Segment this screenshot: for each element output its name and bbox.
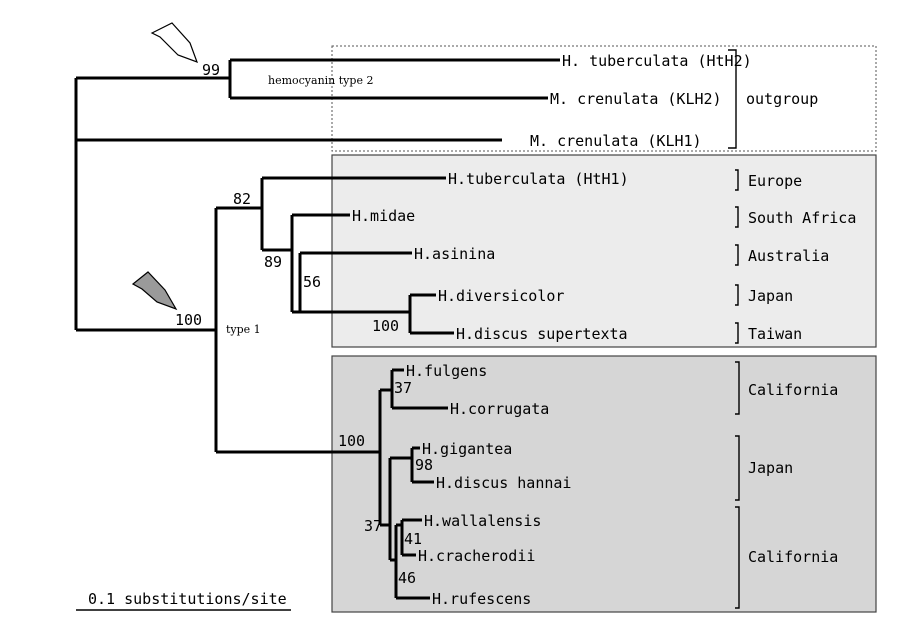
asinina-node bbox=[298, 251, 412, 314]
bracket-australia bbox=[735, 244, 739, 266]
taxon-cracherodii: H.cracherodii bbox=[418, 547, 535, 565]
bracket-south-africa bbox=[735, 206, 739, 228]
taxon-hth1: H.tuberculata (HtH1) bbox=[448, 170, 629, 188]
bootstrap-wallalensis-node: 41 bbox=[404, 530, 422, 548]
bootstrap-japan-taiwan-node: 100 bbox=[372, 317, 399, 335]
type1-lower-clade-box bbox=[331, 355, 877, 613]
taxon-rufescens: H.rufescens bbox=[432, 590, 531, 608]
tree-branches bbox=[74, 58, 560, 600]
taxon-klh2: M. crenulata (KLH2) bbox=[550, 90, 722, 108]
bootstrap-gigantea-node: 98 bbox=[415, 456, 433, 474]
bracket-japan-upper bbox=[735, 284, 739, 306]
bootstrap-midae-node: 89 bbox=[264, 253, 282, 271]
outgroup-node bbox=[228, 58, 560, 100]
bootstrap-europe-node: 82 bbox=[233, 190, 251, 208]
type1-upper-clade-box bbox=[331, 154, 877, 348]
taxon-gigantea: H.gigantea bbox=[422, 440, 512, 458]
bootstrap-outgroup: 99 bbox=[202, 61, 220, 79]
note-type1: type 1 bbox=[226, 323, 261, 336]
region-south-africa: South Africa bbox=[748, 209, 856, 227]
taxon-hth2: H. tuberculata (HtH2) bbox=[562, 52, 752, 70]
taxon-asinina: H.asinina bbox=[414, 245, 495, 263]
taxon-corrugata: H.corrugata bbox=[450, 400, 549, 418]
arrow-outgroup-icon bbox=[150, 22, 199, 64]
bootstrap-lower-node: 37 bbox=[364, 517, 382, 535]
taxon-diversicolor: H.diversicolor bbox=[438, 287, 564, 305]
taxon-midae: H.midae bbox=[352, 207, 415, 225]
bootstrap-type1-root: 100 bbox=[175, 311, 202, 329]
bracket-outgroup bbox=[728, 49, 737, 149]
region-japan-upper: Japan bbox=[748, 287, 793, 305]
taxon-wallalensis: H.wallalensis bbox=[424, 512, 541, 530]
taxon-supertexta: H.discus supertexta bbox=[456, 325, 628, 343]
region-brackets bbox=[728, 49, 740, 609]
region-australia: Australia bbox=[748, 247, 829, 265]
taxon-hannai: H.discus hannai bbox=[436, 474, 571, 492]
region-california-upper: California bbox=[748, 381, 838, 399]
root-stem bbox=[74, 76, 502, 332]
bracket-taiwan bbox=[735, 322, 739, 344]
taxon-fulgens: H.fulgens bbox=[406, 362, 487, 380]
bracket-europe bbox=[735, 169, 739, 191]
bootstrap-cracherodii-node: 46 bbox=[398, 569, 416, 587]
bootstrap-fulgens-node: 37 bbox=[394, 379, 412, 397]
wallalensis-node bbox=[400, 518, 422, 557]
bootstrap-pacific-node: 100 bbox=[338, 432, 365, 450]
bracket-california-upper bbox=[735, 361, 740, 415]
region-europe: Europe bbox=[748, 172, 802, 190]
japan-taiwan-node bbox=[408, 293, 454, 335]
fulgens-node bbox=[390, 368, 448, 410]
bracket-california-lower bbox=[735, 506, 740, 609]
arrow-type1-icon bbox=[131, 271, 178, 311]
gigantea-node bbox=[410, 446, 434, 484]
taxon-klh1: M. crenulata (KLH1) bbox=[530, 132, 702, 150]
region-california-lower: California bbox=[748, 548, 838, 566]
bootstrap-asinina-node: 56 bbox=[303, 273, 321, 291]
note-hemocyanin-type2: hemocyanin type 2 bbox=[268, 74, 373, 87]
type1-node bbox=[214, 206, 380, 454]
scale-bar-label: 0.1 substitutions/site bbox=[88, 590, 287, 608]
bracket-japan-lower bbox=[735, 435, 740, 501]
region-outgroup: outgroup bbox=[746, 90, 818, 108]
region-japan-lower: Japan bbox=[748, 459, 793, 477]
pacific-node bbox=[378, 388, 392, 527]
europe-node bbox=[260, 176, 446, 252]
region-taiwan: Taiwan bbox=[748, 325, 802, 343]
